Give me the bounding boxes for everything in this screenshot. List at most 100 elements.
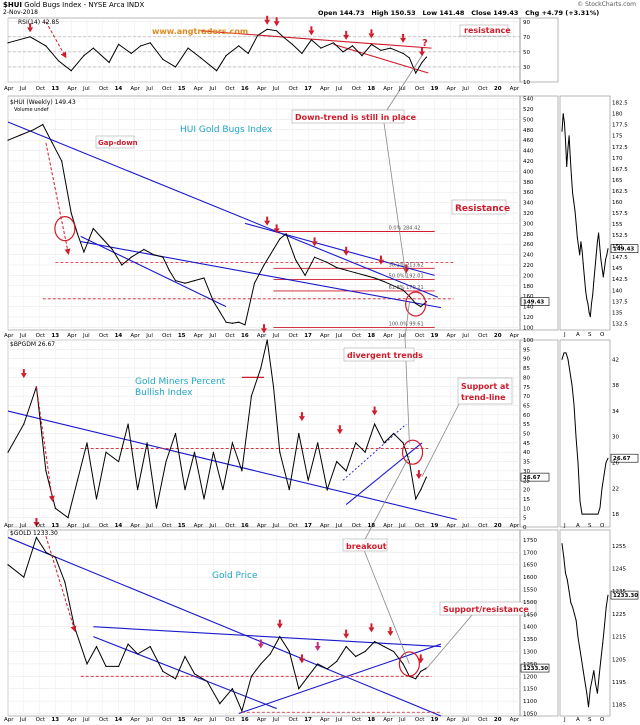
mini-data-point: [589, 688, 591, 690]
x-tick-label: Jul: [335, 717, 343, 723]
symbol: $HUI: [3, 1, 23, 9]
highlight-circle: [401, 439, 424, 465]
data-point: [402, 442, 404, 444]
x-tick-label: Apr: [194, 717, 204, 723]
mini-y-tick-label: 170: [612, 156, 623, 162]
data-point: [165, 460, 167, 463]
peak-marker-stem: [310, 26, 313, 31]
mini-data-point: [577, 462, 579, 464]
data-point: [392, 285, 395, 287]
mini-data-point: [599, 245, 601, 247]
mini-y-tick-label: 1255: [612, 544, 626, 550]
x-tick-label: Apr: [67, 333, 77, 339]
mini-data-point: [605, 462, 607, 464]
x-tick-label: 16: [241, 717, 249, 723]
y-tick-label: 85: [523, 366, 530, 372]
x-tick-label: 14: [115, 333, 123, 339]
mini-data-point: [580, 658, 582, 660]
mini-data-point: [580, 241, 582, 243]
mini-last-price-text: 1233.30: [613, 593, 638, 599]
mini-data-point: [588, 311, 590, 313]
data-point: [105, 451, 107, 453]
data-point: [272, 248, 275, 250]
y-tick-label: 1250: [523, 662, 537, 668]
y-tick-label: 420: [523, 159, 534, 165]
x-tick-label: Apr: [446, 333, 456, 339]
data-point: [345, 645, 347, 648]
last-price-tag: [520, 663, 550, 673]
data-point: [155, 507, 158, 509]
data-point: [250, 395, 252, 397]
y-tick-label: 1400: [523, 625, 537, 631]
x-tick-label: 14: [115, 523, 123, 529]
x-tick-label: Jul: [208, 717, 216, 723]
y-tick-label: 50: [523, 432, 530, 438]
x-tick-label: 17: [304, 86, 312, 92]
data-point: [76, 233, 79, 235]
mini-x-tick-label: O: [600, 523, 605, 529]
y-tick-label: 55: [523, 422, 530, 428]
data-point: [136, 653, 139, 655]
hui-line: [7, 123, 427, 326]
data-point: [152, 254, 154, 256]
x-tick-label: 13: [51, 333, 59, 339]
y-tick-label: 520: [523, 107, 534, 113]
peak-marker-icon: [298, 658, 305, 664]
data-point: [420, 489, 422, 491]
mini-data-point: [565, 139, 567, 141]
data-point: [67, 517, 69, 519]
x-tick-label: 19: [431, 717, 439, 723]
y-tick-label: 460: [523, 138, 534, 144]
bpgdm-daily-line: [561, 352, 609, 515]
trend-line: [7, 536, 442, 717]
x-tick-label: Oct: [162, 333, 172, 339]
x-tick-label: 16: [241, 86, 249, 92]
peak-marker-icon: [368, 33, 375, 39]
peak-marker-icon: [276, 623, 283, 629]
peak-marker-icon: [415, 474, 422, 480]
mini-data-point: [586, 692, 588, 694]
x-tick-label: Jul: [398, 333, 406, 339]
data-point: [355, 655, 357, 658]
mini-data-point: [565, 572, 567, 574]
mini-data-point: [562, 113, 564, 115]
peak-marker-stem: [313, 237, 316, 242]
y-tick-label: 300: [523, 221, 534, 227]
x-tick-label: Apr: [67, 717, 77, 723]
y-tick-label: 1450: [523, 612, 537, 618]
mini-x-tick-label: A: [576, 523, 580, 529]
fib-label: 100.0% 99.61: [389, 322, 424, 328]
x-tick-label: Apr: [383, 717, 393, 723]
x-tick-label: 20: [494, 523, 502, 529]
x-tick-label: 15: [178, 333, 186, 339]
data-point: [241, 710, 243, 712]
data-point: [174, 678, 177, 680]
data-point: [425, 476, 428, 478]
mini-data-point: [579, 254, 581, 256]
callout-box: [451, 199, 507, 215]
data-point: [174, 432, 177, 435]
x-tick-label: Jul: [82, 717, 90, 723]
data-point: [266, 28, 268, 30]
mini-x-tick-label: A: [576, 332, 580, 338]
x-tick-label: Jul: [208, 333, 216, 339]
peak-marker-stem: [266, 15, 269, 20]
mini-data-point: [581, 250, 583, 252]
gap-down-callout: Gap-down: [98, 139, 138, 147]
x-tick-label: Oct: [162, 86, 172, 92]
data-point: [279, 238, 281, 240]
mini-data-point: [570, 602, 572, 604]
mini-data-point: [589, 316, 591, 318]
x-tick-label: Oct: [415, 86, 425, 92]
mini-data-point: [600, 258, 602, 260]
mini-data-point: [574, 210, 576, 212]
x-tick-label: Apr: [510, 333, 520, 339]
x-tick-label: Oct: [352, 86, 362, 92]
mini-y-tick-label: 152.5: [612, 233, 628, 239]
data-point: [288, 650, 290, 653]
x-tick-label: Oct: [36, 86, 46, 92]
mini-data-point: [575, 436, 577, 438]
data-point: [102, 238, 104, 240]
callout-box: [95, 135, 135, 149]
peak-marker-stem: [22, 369, 25, 374]
